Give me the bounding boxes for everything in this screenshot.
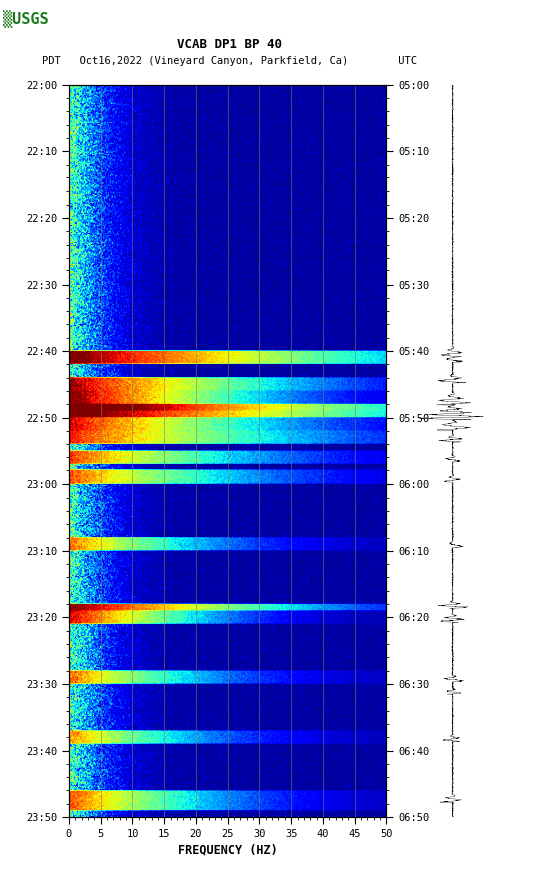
Text: VCAB DP1 BP 40: VCAB DP1 BP 40 xyxy=(177,38,282,51)
X-axis label: FREQUENCY (HZ): FREQUENCY (HZ) xyxy=(178,843,278,856)
Text: ▒USGS: ▒USGS xyxy=(3,11,49,29)
Text: PDT   Oct16,2022 (Vineyard Canyon, Parkfield, Ca)        UTC: PDT Oct16,2022 (Vineyard Canyon, Parkfie… xyxy=(41,55,417,66)
